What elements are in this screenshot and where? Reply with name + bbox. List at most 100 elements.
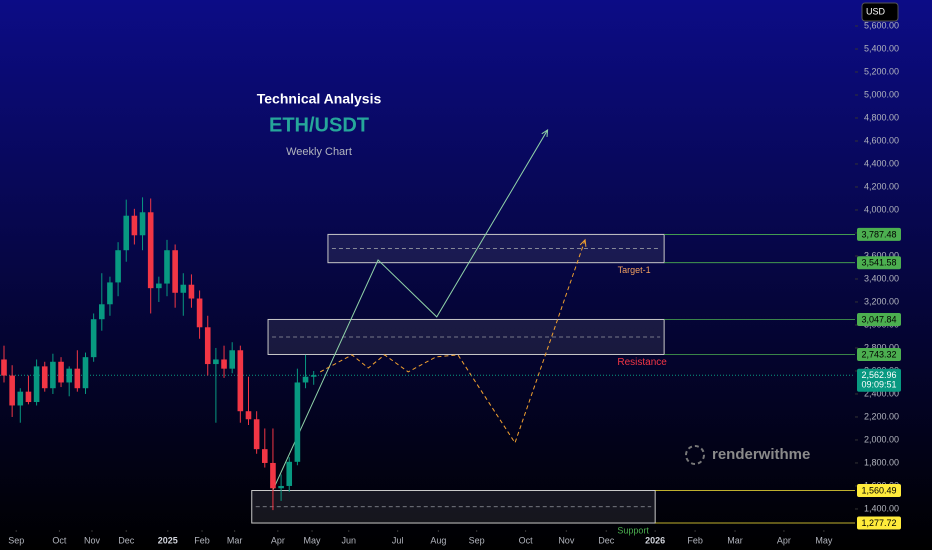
x-tick-label: Dec bbox=[118, 535, 135, 545]
x-tick-label: Sep bbox=[469, 535, 485, 545]
x-tick-label: Oct bbox=[52, 535, 67, 545]
price-tag bbox=[857, 484, 901, 498]
candle-body bbox=[245, 411, 252, 420]
x-tick-label: Aug bbox=[430, 535, 446, 545]
price-tag-label: 3,047.84 bbox=[861, 314, 896, 324]
candle-body bbox=[1, 359, 7, 376]
symbol: ETH/USDT bbox=[269, 114, 369, 136]
last-price-tag bbox=[857, 368, 901, 392]
subtitle: Weekly Chart bbox=[286, 146, 352, 158]
candle-body bbox=[90, 319, 97, 358]
candle-body bbox=[204, 327, 211, 365]
candle-body bbox=[310, 375, 317, 377]
zone-label: Support bbox=[617, 525, 649, 535]
candle-body bbox=[278, 485, 284, 489]
candle-body bbox=[131, 215, 138, 236]
y-tick-label: 3,600.00 bbox=[864, 250, 899, 260]
candle-body bbox=[123, 215, 130, 251]
y-tick-label: 4,000.00 bbox=[864, 204, 899, 214]
y-tick-label: 4,200.00 bbox=[864, 181, 899, 191]
arrow-head bbox=[579, 238, 587, 247]
countdown: 09:09:51 bbox=[861, 380, 896, 390]
last-price-label: 2,562.96 bbox=[861, 370, 896, 380]
y-tick-label: 5,400.00 bbox=[864, 43, 899, 53]
x-tick-label: Apr bbox=[777, 535, 791, 545]
y-tick-label: 4,400.00 bbox=[864, 158, 899, 168]
arrow-head bbox=[541, 128, 549, 137]
x-tick-label: Mar bbox=[227, 535, 243, 545]
currency: USD bbox=[866, 6, 886, 16]
x-tick-label: Mar bbox=[727, 535, 743, 545]
zone-label: Target-1 bbox=[618, 265, 651, 275]
y-tick-label: 1,800.00 bbox=[864, 457, 899, 467]
chart-title: Technical Analysis bbox=[257, 91, 382, 107]
candle-body bbox=[41, 366, 48, 389]
candle-body bbox=[221, 359, 227, 369]
candle-body bbox=[98, 304, 105, 320]
zone-label: Resistance bbox=[617, 357, 667, 368]
candle-body bbox=[147, 212, 154, 289]
projection-path bbox=[319, 239, 586, 444]
zone bbox=[267, 318, 665, 355]
y-tick-label: 4,800.00 bbox=[864, 112, 899, 122]
x-tick-label: Nov bbox=[84, 535, 101, 545]
price-tag bbox=[857, 347, 901, 361]
x-tick-label: Dec bbox=[598, 535, 615, 545]
candle-body bbox=[294, 382, 301, 462]
x-tick-label: Jul bbox=[392, 535, 404, 545]
watermark-logo: renderwithme bbox=[685, 445, 810, 465]
y-tick-label: 3,400.00 bbox=[864, 273, 899, 283]
price-tag-label: 3,541.58 bbox=[861, 258, 896, 268]
candle-body bbox=[172, 250, 178, 293]
price-tag-label: 3,787.48 bbox=[861, 229, 896, 239]
candle-body bbox=[66, 368, 72, 383]
candle-body bbox=[17, 391, 24, 406]
price-tag-label: 1,560.49 bbox=[861, 485, 896, 495]
candle-body bbox=[270, 462, 276, 489]
x-tick-label: Apr bbox=[271, 535, 285, 545]
y-tick-label: 4,600.00 bbox=[864, 135, 899, 145]
candle-body bbox=[261, 449, 268, 463]
candle-body bbox=[25, 391, 32, 403]
x-tick-label: Oct bbox=[519, 535, 534, 545]
y-tick-label: 5,000.00 bbox=[864, 89, 899, 99]
candle-body bbox=[180, 284, 187, 293]
x-tick-label: 2026 bbox=[645, 535, 665, 545]
y-tick-label: 3,200.00 bbox=[864, 296, 899, 306]
price-tag-label: 2,743.32 bbox=[861, 349, 896, 359]
y-tick-label: 2,400.00 bbox=[864, 388, 899, 398]
price-tag-label: 1,277.72 bbox=[861, 518, 896, 528]
x-tick-label: May bbox=[815, 535, 833, 545]
candle-body bbox=[164, 250, 170, 284]
candle-body bbox=[286, 461, 293, 486]
price-tag bbox=[857, 312, 901, 326]
candle-body bbox=[139, 212, 146, 236]
candle-body bbox=[237, 350, 244, 412]
candle-body bbox=[302, 376, 309, 383]
x-tick-label: Jun bbox=[341, 535, 356, 545]
candle-body bbox=[58, 361, 64, 383]
y-tick-label: 2,800.00 bbox=[864, 342, 899, 352]
y-tick-label: 5,600.00 bbox=[864, 20, 899, 30]
candle-body bbox=[33, 366, 40, 403]
x-tick-label: Feb bbox=[194, 535, 210, 545]
candle-body bbox=[107, 282, 113, 305]
x-tick-label: Sep bbox=[8, 535, 24, 545]
projection-path bbox=[272, 129, 549, 491]
y-tick-label: 2,200.00 bbox=[864, 411, 899, 421]
candle-body bbox=[50, 361, 56, 389]
candle-body bbox=[253, 419, 260, 450]
y-tick-label: 1,400.00 bbox=[864, 503, 899, 513]
currency-box[interactable] bbox=[861, 2, 899, 22]
candle-body bbox=[82, 357, 89, 389]
candle-body bbox=[213, 359, 219, 365]
y-tick-label: 5,200.00 bbox=[864, 66, 899, 76]
candle-body bbox=[9, 375, 15, 406]
price-tag bbox=[857, 516, 901, 530]
candle-body bbox=[229, 350, 235, 369]
x-tick-label: Feb bbox=[687, 535, 703, 545]
candle-body bbox=[156, 283, 162, 289]
candle-body bbox=[74, 368, 81, 389]
